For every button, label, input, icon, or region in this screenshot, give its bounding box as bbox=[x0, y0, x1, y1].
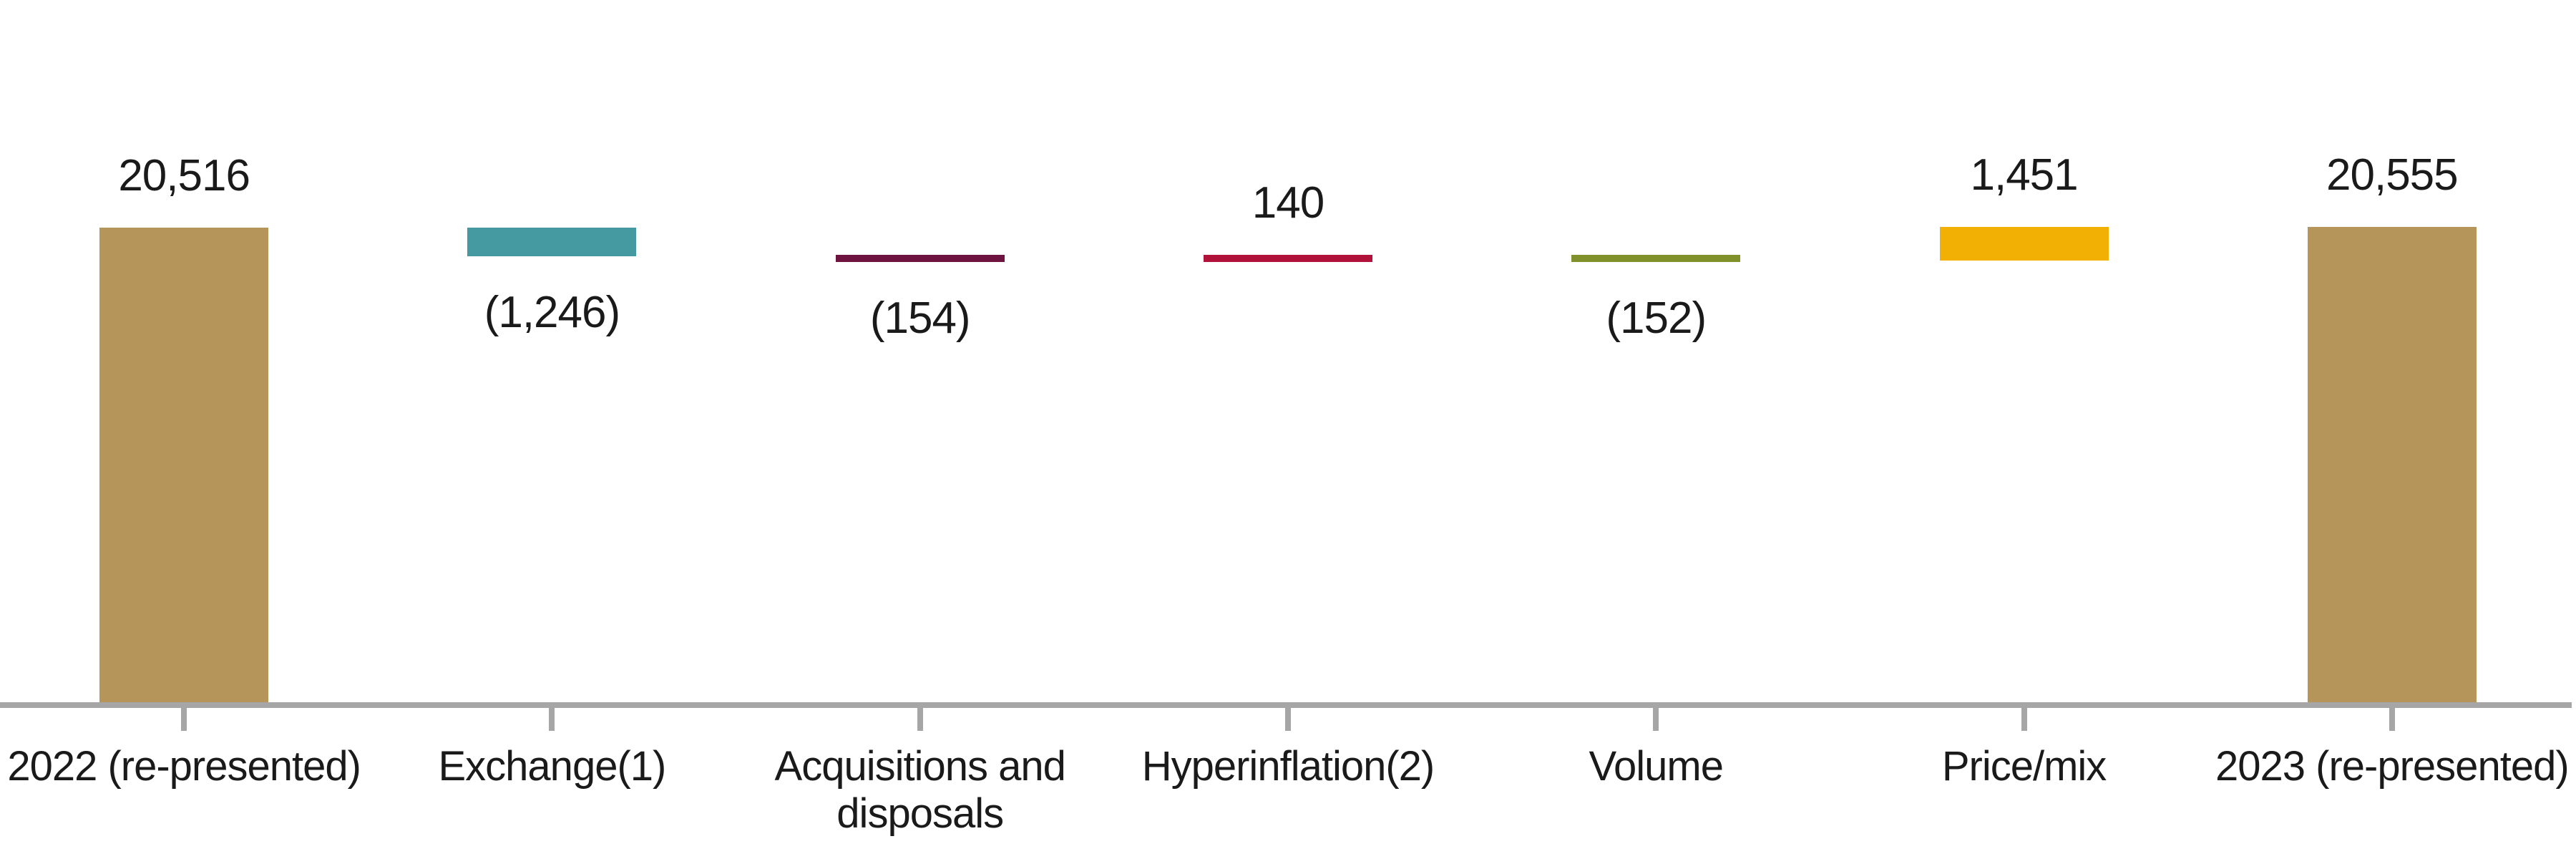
bar-volume bbox=[1571, 255, 1741, 263]
value-label-2023-re-presented: 20,555 bbox=[2326, 150, 2459, 200]
bar-hyperinflation-2 bbox=[1203, 254, 1372, 262]
bar-exchange-1 bbox=[467, 228, 637, 257]
value-label-2022-re-presented: 20,516 bbox=[118, 151, 250, 200]
category-label-2023-re-presented: 2023 (re-presented) bbox=[2215, 743, 2570, 790]
category-slot-exchange-1: (1,246) Exchange(1) bbox=[368, 0, 736, 859]
category-label-price-mix: Price/mix bbox=[1941, 743, 2107, 790]
axis-tick-2023-re-presented bbox=[2389, 708, 2395, 731]
value-label-acquisitions-and-disposals: (154) bbox=[869, 293, 971, 343]
value-label-price-mix: 1,451 bbox=[1970, 150, 2078, 200]
category-slot-volume: (152) Volume bbox=[1472, 0, 1840, 859]
category-label-2022-re-presented: 2022 (re-presented) bbox=[7, 743, 361, 790]
x-axis-line bbox=[0, 702, 2572, 708]
axis-tick-price-mix bbox=[2021, 708, 2027, 731]
value-label-hyperinflation-2: 140 bbox=[1252, 178, 1324, 228]
category-slot-2023-re-presented: 20,555 2023 (re-presented) bbox=[2208, 0, 2576, 859]
bar-2023-re-presented bbox=[2307, 226, 2477, 702]
axis-tick-hyperinflation-2 bbox=[1285, 708, 1291, 731]
category-label-acquisitions-and-disposals: Acquisitions and disposals bbox=[774, 743, 1066, 837]
category-slot-hyperinflation-2: 140 Hyperinflation(2) bbox=[1104, 0, 1472, 859]
category-slot-price-mix: 1,451 Price/mix bbox=[1840, 0, 2207, 859]
axis-tick-volume bbox=[1653, 708, 1659, 731]
value-label-exchange-1: (1,246) bbox=[484, 288, 620, 338]
bar-2022-re-presented bbox=[99, 228, 269, 702]
category-label-hyperinflation-2: Hyperinflation(2) bbox=[1141, 743, 1435, 790]
category-slot-acquisitions-and-disposals: (154) Acquisitions and disposals bbox=[736, 0, 1104, 859]
axis-tick-acquisitions-and-disposals bbox=[917, 708, 923, 731]
category-slot-2022-re-presented: 20,516 2022 (re-presented) bbox=[0, 0, 368, 859]
axis-tick-2022-re-presented bbox=[181, 708, 187, 731]
bar-acquisitions-and-disposals bbox=[835, 254, 1005, 262]
axis-tick-exchange-1 bbox=[549, 708, 555, 731]
category-label-exchange-1: Exchange(1) bbox=[438, 743, 666, 790]
category-label-volume: Volume bbox=[1589, 743, 1724, 790]
bar-price-mix bbox=[1939, 226, 2109, 261]
value-label-volume: (152) bbox=[1606, 293, 1707, 344]
